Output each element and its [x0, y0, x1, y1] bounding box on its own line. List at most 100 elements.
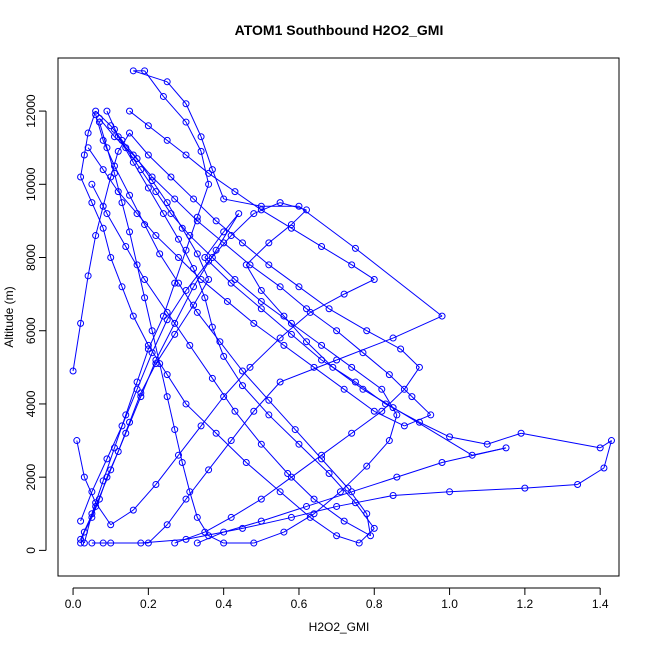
series-segment [125, 396, 142, 434]
data-point [88, 488, 96, 496]
series-segment [196, 253, 210, 280]
series-segment [151, 180, 168, 203]
data-point [600, 464, 608, 472]
series-segment [174, 531, 206, 544]
series-segment [185, 103, 202, 137]
series-segment [185, 154, 209, 174]
data-point [257, 517, 265, 525]
data-point [287, 473, 295, 481]
data-point [174, 451, 182, 459]
series-segment [181, 227, 198, 255]
series-segment [343, 279, 375, 295]
series-segment [234, 191, 262, 211]
x-tick-label: 1.4 [592, 597, 609, 611]
data-point [141, 67, 149, 75]
data-point [446, 488, 454, 496]
data-point [163, 393, 171, 401]
data-point [389, 491, 397, 499]
data-point [280, 528, 288, 536]
series-segment [419, 421, 450, 438]
data-point [190, 195, 198, 203]
series-segment [196, 184, 210, 218]
data-point [171, 319, 179, 327]
data-point [99, 202, 107, 210]
data-point [144, 184, 152, 192]
series-segment [291, 505, 337, 518]
series-segment [87, 147, 104, 170]
series-segment [343, 520, 371, 537]
data-point [438, 459, 446, 467]
series-segment [260, 308, 292, 335]
data-point [333, 327, 341, 335]
data-point [126, 228, 134, 236]
series-segment [336, 337, 394, 361]
data-point [367, 532, 375, 540]
x-tick-group: 0.0 0.2 0.4 0.6 0.8 1.0 1.2 1.4 [65, 587, 609, 611]
series-segment [261, 301, 292, 324]
data-point [84, 144, 92, 152]
data-point [607, 437, 615, 445]
data-point [238, 239, 246, 247]
data-point [389, 334, 397, 342]
data-point [257, 297, 265, 305]
x-tick-label: 0.0 [65, 597, 82, 611]
series-segment [166, 139, 187, 156]
series-segment [83, 513, 93, 544]
data-point [295, 440, 303, 448]
series-segment [306, 341, 334, 368]
series-segment [204, 516, 232, 533]
data-point [227, 279, 235, 287]
series-segment [91, 480, 104, 514]
data-point [156, 250, 164, 258]
series-segment [132, 162, 149, 189]
data-point [302, 338, 310, 346]
series-segment [381, 389, 398, 416]
series-segment [129, 231, 138, 265]
data-point [340, 385, 348, 393]
data-point [235, 210, 243, 218]
series-segment [140, 359, 157, 397]
data-point [250, 407, 258, 415]
data-point [159, 210, 167, 218]
data-point [238, 382, 246, 390]
data-point [103, 455, 111, 463]
data-point [250, 539, 258, 547]
data-point [348, 363, 356, 371]
x-axis-label: H2O2_GMI [309, 620, 370, 634]
data-point [129, 506, 137, 514]
x-tick-label: 1.2 [517, 597, 534, 611]
series-segment [87, 110, 97, 134]
series-segment [249, 337, 281, 368]
data-point [333, 532, 341, 540]
data-point [73, 437, 81, 445]
series-segment [291, 227, 322, 247]
data-point [284, 469, 292, 477]
series-segment [102, 176, 112, 207]
series-segment [178, 238, 194, 269]
series-segment [280, 202, 307, 211]
data-point [167, 210, 175, 218]
y-tick-label: 12000 [24, 94, 38, 128]
series-segment [392, 407, 473, 456]
data-point [220, 228, 228, 236]
series-segment [110, 509, 134, 526]
series-segment [200, 151, 210, 185]
data-point [178, 224, 186, 232]
series-segment [80, 154, 85, 178]
series-segment [524, 483, 578, 489]
series-segment [129, 132, 149, 156]
series-segment [227, 301, 255, 324]
y-tick-group: 0 2000 4000 6000 8000 10000 12000 [24, 94, 47, 554]
data-point [363, 462, 371, 470]
data-point [92, 111, 100, 119]
data-point [393, 473, 401, 481]
series-segment [151, 176, 176, 200]
data-point [408, 393, 416, 401]
data-point [141, 221, 149, 229]
series-segment [83, 476, 97, 503]
series-segment [347, 487, 368, 515]
series-segment [147, 315, 164, 350]
series-segment [91, 184, 108, 214]
data-point [118, 199, 126, 207]
data-point [502, 444, 510, 452]
